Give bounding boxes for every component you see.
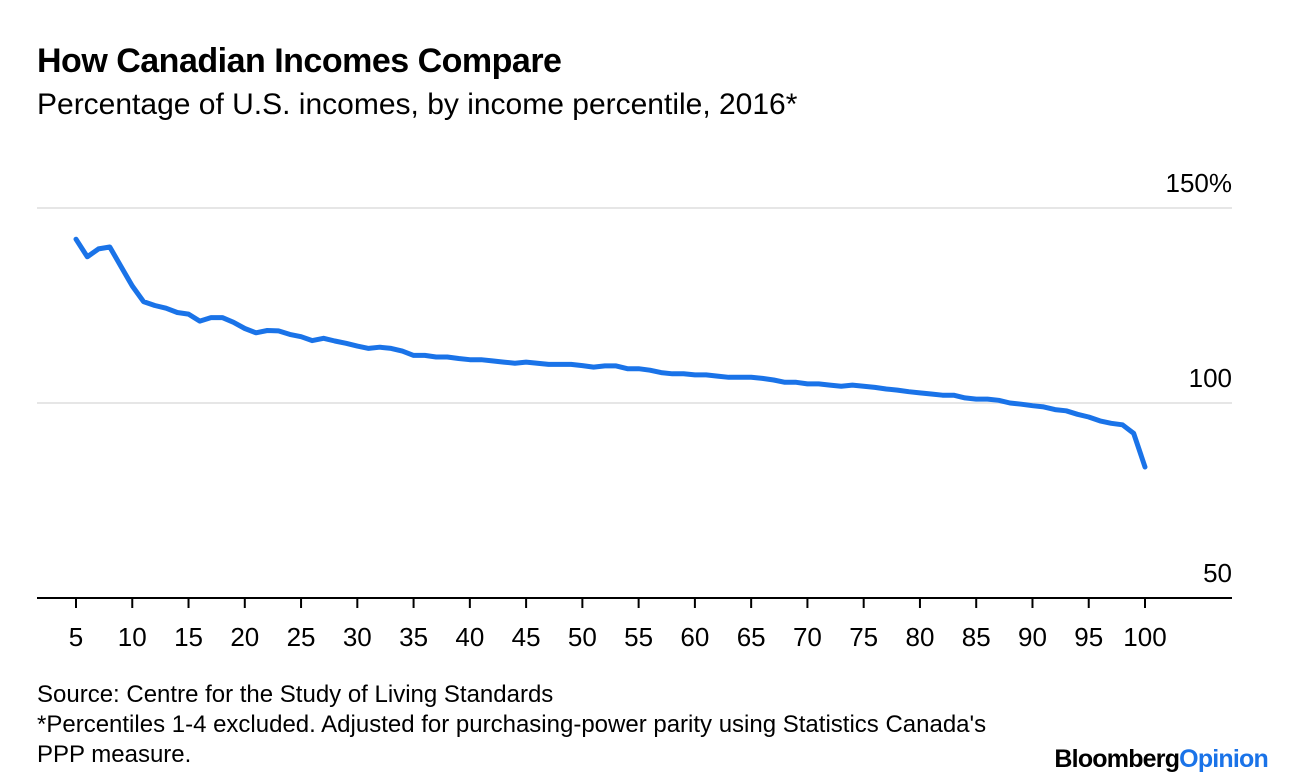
x-tick-label: 95 (1074, 622, 1103, 652)
x-tick-label: 65 (737, 622, 766, 652)
y-axis-ticks: 150% 100 50 (1166, 168, 1233, 588)
x-tick-label: 35 (399, 622, 428, 652)
bloomberg-opinion-logo: BloombergOpinion (1054, 745, 1268, 774)
x-tick-label: 20 (230, 622, 259, 652)
x-axis-ticks: 5 10 15 20 25 30 35 40 45 50 55 60 65 70 75 80 85 90 95 100 (69, 598, 1167, 652)
source-note: Source: Centre for the Study of Living S… (37, 681, 554, 708)
footnote: *Percentiles 1-4 excluded. Adjusted for … (37, 711, 987, 768)
series-line-income-ratio (73, 236, 1148, 470)
chart-title: How Canadian Incomes Compare (37, 42, 562, 80)
x-tick-label: 25 (287, 622, 316, 652)
brand-section: Opinion (1179, 745, 1269, 773)
x-tick-label: 45 (512, 622, 541, 652)
x-tick-label: 15 (174, 622, 203, 652)
x-tick-label: 70 (793, 622, 822, 652)
y-tick-label: 150% (1166, 168, 1233, 198)
chart-subtitle: Percentage of U.S. incomes, by income pe… (37, 88, 798, 121)
x-tick-label: 10 (118, 622, 147, 652)
x-tick-label: 80 (905, 622, 934, 652)
x-tick-label: 60 (680, 622, 709, 652)
x-tick-label: 30 (343, 622, 372, 652)
y-tick-label: 100 (1189, 363, 1232, 393)
gridlines (37, 207, 1232, 404)
x-tick-label: 90 (1018, 622, 1047, 652)
x-tick-label: 5 (69, 622, 83, 652)
x-tick-label: 55 (624, 622, 653, 652)
x-tick-label: 100 (1123, 622, 1166, 652)
x-tick-label: 50 (568, 622, 597, 652)
x-tick-label: 40 (455, 622, 484, 652)
brand-name: Bloomberg (1054, 745, 1180, 773)
x-tick-label: 85 (962, 622, 991, 652)
x-tick-label: 75 (849, 622, 878, 652)
y-tick-label: 50 (1203, 558, 1232, 588)
